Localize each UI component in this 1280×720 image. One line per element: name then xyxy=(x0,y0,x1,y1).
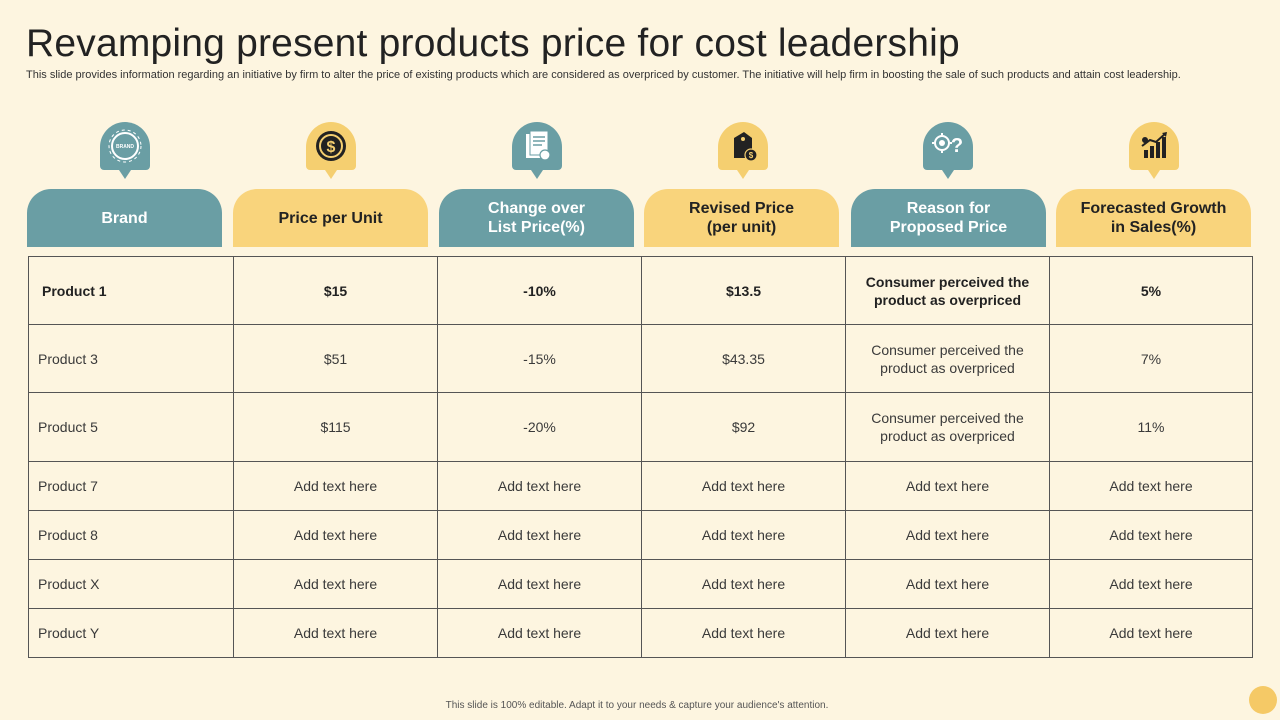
table-cell-revised: Add text here xyxy=(641,559,846,609)
table-cell-growth: 7% xyxy=(1049,324,1253,393)
table-row: Product 3 $51 -15% $43.35 Consumer perce… xyxy=(28,324,1253,393)
table-cell-growth: Add text here xyxy=(1049,559,1253,609)
table-cell-reason: Add text here xyxy=(845,461,1050,511)
growth-chart-icon xyxy=(1129,122,1179,179)
header-change-over-list-price: Change over List Price(%) xyxy=(439,189,634,247)
table-cell-reason: Consumer perceived the product as overpr… xyxy=(845,324,1050,393)
header-price-per-unit: Price per Unit xyxy=(233,189,428,247)
table-cell-price: Add text here xyxy=(233,608,438,658)
price-tag-icon: $ xyxy=(718,122,768,179)
brand-badge-icon: BRAND xyxy=(100,122,150,179)
table-cell-change: -15% xyxy=(437,324,642,393)
table-cell-product: Product 1 xyxy=(28,256,234,325)
table-cell-revised: Add text here xyxy=(641,608,846,658)
dollar-coin-icon: $ xyxy=(306,122,356,179)
table-row: Product Y Add text here Add text here Ad… xyxy=(28,608,1253,658)
svg-text:$: $ xyxy=(327,139,336,156)
table-cell-change: -10% xyxy=(437,256,642,325)
table-cell-change: Add text here xyxy=(437,461,642,511)
idea-question-icon: ? xyxy=(923,122,973,179)
table-cell-growth: 11% xyxy=(1049,392,1253,462)
table-cell-revised: Add text here xyxy=(641,461,846,511)
table-cell-reason: Add text here xyxy=(845,510,1050,560)
table-cell-change: Add text here xyxy=(437,559,642,609)
table-cell-product: Product X xyxy=(28,559,234,609)
footer-note: This slide is 100% editable. Adapt it to… xyxy=(445,700,829,711)
table-cell-product: Product 3 xyxy=(28,324,234,393)
table-cell-product: Product Y xyxy=(28,608,234,658)
table-cell-revised: $43.35 xyxy=(641,324,846,393)
corner-decoration xyxy=(1249,686,1277,714)
table-cell-growth: Add text here xyxy=(1049,510,1253,560)
table-cell-change: -20% xyxy=(437,392,642,462)
table-row: Product 5 $115 -20% $92 Consumer perceiv… xyxy=(28,392,1253,462)
table-cell-price: $15 xyxy=(233,256,438,325)
table-cell-product: Product 5 xyxy=(28,392,234,462)
table-cell-product: Product 7 xyxy=(28,461,234,511)
table-cell-product: Product 8 xyxy=(28,510,234,560)
svg-text:?: ? xyxy=(951,135,963,157)
header-revised-price: Revised Price (per unit) xyxy=(644,189,839,247)
header-brand: Brand xyxy=(27,189,222,247)
page-subtitle: This slide provides information regardin… xyxy=(26,69,1181,81)
table-cell-price: Add text here xyxy=(233,510,438,560)
svg-text:$: $ xyxy=(749,151,754,160)
table-cell-price: $115 xyxy=(233,392,438,462)
table-cell-reason: Consumer perceived the product as overpr… xyxy=(845,256,1050,325)
page-title: Revamping present products price for cos… xyxy=(26,22,960,65)
table-row: Product X Add text here Add text here Ad… xyxy=(28,559,1253,609)
header-reason-for-proposed-price: Reason for Proposed Price xyxy=(851,189,1046,247)
table-cell-reason: Add text here xyxy=(845,559,1050,609)
table-cell-price: $51 xyxy=(233,324,438,393)
pricing-table: Product 1 $15 -10% $13.5 Consumer percei… xyxy=(28,256,1253,658)
price-list-document-icon xyxy=(512,122,562,179)
table-cell-reason: Add text here xyxy=(845,608,1050,658)
table-cell-change: Add text here xyxy=(437,510,642,560)
table-cell-change: Add text here xyxy=(437,608,642,658)
table-row: Product 1 $15 -10% $13.5 Consumer percei… xyxy=(28,256,1253,325)
table-cell-growth: Add text here xyxy=(1049,608,1253,658)
table-cell-price: Add text here xyxy=(233,461,438,511)
table-cell-revised: $13.5 xyxy=(641,256,846,325)
table-row: Product 8 Add text here Add text here Ad… xyxy=(28,510,1253,560)
table-cell-growth: Add text here xyxy=(1049,461,1253,511)
table-cell-reason: Consumer perceived the product as overpr… xyxy=(845,392,1050,462)
table-cell-revised: $92 xyxy=(641,392,846,462)
table-row: Product 7 Add text here Add text here Ad… xyxy=(28,461,1253,511)
header-forecasted-growth: Forecasted Growth in Sales(%) xyxy=(1056,189,1251,247)
table-cell-growth: 5% xyxy=(1049,256,1253,325)
table-cell-price: Add text here xyxy=(233,559,438,609)
brand-badge-text: BRAND xyxy=(116,144,134,150)
table-cell-revised: Add text here xyxy=(641,510,846,560)
